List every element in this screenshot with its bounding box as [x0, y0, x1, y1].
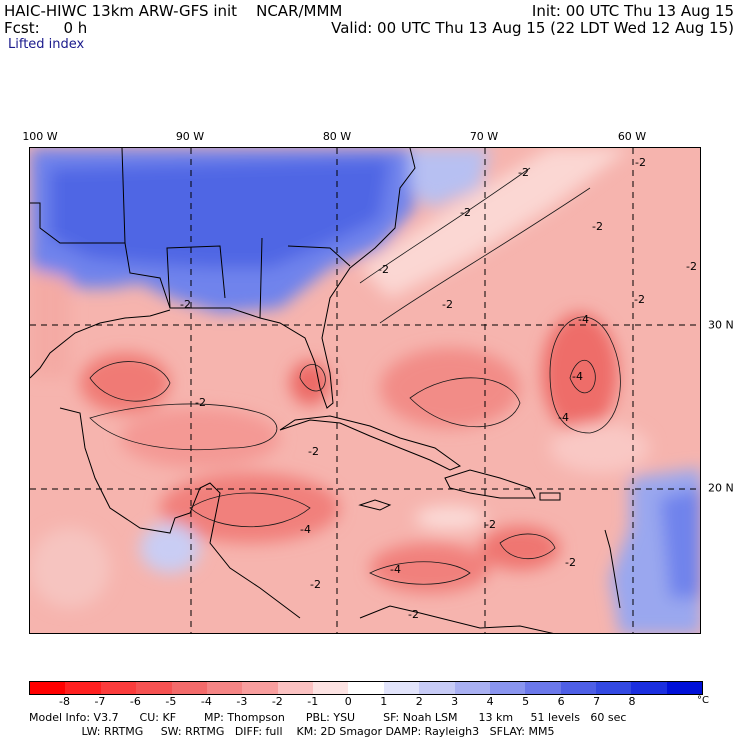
colorbar-swatch [171, 682, 207, 694]
colorbar-swatch [277, 682, 313, 694]
colorbar-swatch [206, 682, 243, 694]
colorbar-tick-label: -4 [200, 695, 212, 708]
contour-label: -4 [572, 370, 583, 383]
lat-label-20n: 20 N [708, 481, 734, 495]
contour-label: -4 [578, 313, 589, 326]
colorbar-tick-label: 6 [557, 695, 565, 708]
contour-label: -2 [485, 518, 496, 531]
colorbar-tick-label: 2 [415, 695, 423, 708]
colorbar-swatch [666, 682, 703, 694]
field-shading [30, 148, 700, 633]
colorbar-tick-label: 1 [380, 695, 388, 708]
lon-label-90w: 90 W [175, 130, 205, 143]
forecast-hour: Fcst: 0 h [4, 19, 88, 37]
colorbar-swatch [454, 682, 490, 694]
colorbar-swatch [136, 682, 172, 694]
colorbar-swatch [419, 682, 455, 694]
colorbar-swatch [383, 682, 420, 694]
colorbar-tick-label: 8 [628, 695, 636, 708]
colorbar-swatch [596, 682, 632, 694]
contour-label: -2 [635, 156, 646, 169]
lat-label-30n: 30 N [708, 318, 734, 332]
model-info-line1: Model Info: V3.7 CU: KF MP: Thompson PBL… [29, 711, 627, 724]
colorbar-tick-label: -6 [129, 695, 141, 708]
lifted-index-map: -2 -2 -2 -2 -2 -2 -2 -2 -2 -4 -4 -4 -2 -… [29, 147, 701, 634]
model-title: HAIC-HIWC 13km ARW-GFS init NCAR/MMM [4, 2, 343, 20]
colorbar-swatch [631, 682, 667, 694]
graticule [30, 148, 700, 633]
lon-label-100w: 100 W [22, 130, 58, 143]
lon-label-80w: 80 W [322, 130, 352, 143]
contour-label: -2 [686, 260, 697, 273]
field-name: Lifted index [8, 37, 85, 52]
contour-label: -2 [592, 220, 603, 233]
model-info-line2: LW: RRTMG SW: RRTMG DIFF: full KM: 2D Sm… [29, 725, 555, 738]
colorbar-swatch [100, 682, 137, 694]
valid-time: Valid: 00 UTC Thu 13 Aug 15 (22 LDT Wed … [331, 19, 734, 37]
contour-label: -4 [390, 563, 401, 576]
contour-label: -4 [558, 411, 569, 424]
colorbar-tick-label: 7 [593, 695, 601, 708]
colorbar-tick-label: -7 [94, 695, 106, 708]
contour-label: -2 [460, 206, 471, 219]
colorbar-swatch [313, 682, 349, 694]
contour-label-group: -2 -2 -2 -2 -2 -2 -2 -2 -2 -4 -4 -4 -2 -… [180, 156, 697, 621]
colorbar-tick-label: 3 [451, 695, 459, 708]
colorbar-tick-label: -2 [271, 695, 283, 708]
contour-label: -4 [300, 523, 311, 536]
colorbar-swatch [65, 682, 101, 694]
colorbar-tick-label: -8 [58, 695, 70, 708]
contour-label: -2 [634, 293, 645, 306]
colorbar-swatch [242, 682, 278, 694]
colorbar-tick-label: -1 [307, 695, 319, 708]
contour-label: -2 [180, 298, 191, 311]
colorbar-swatch [348, 682, 384, 694]
colorbar-swatch [489, 682, 526, 694]
contour-label: -2 [442, 298, 453, 311]
colorbar-swatch [525, 682, 561, 694]
contour-label: -2 [195, 396, 206, 409]
map-canvas: -2 -2 -2 -2 -2 -2 -2 -2 -2 -4 -4 -4 -2 -… [30, 148, 700, 633]
init-time: Init: 00 UTC Thu 13 Aug 15 [531, 2, 734, 20]
contour-label: -2 [408, 608, 419, 621]
colorbar-tick-label: 4 [486, 695, 494, 708]
colorbar-unit: °C [697, 695, 709, 706]
colorbar-tick-label: 5 [522, 695, 530, 708]
colorbar-swatch [30, 682, 66, 694]
coastlines [30, 148, 621, 633]
lon-label-60w: 60 W [617, 130, 647, 143]
colorbar-tick-label: -3 [236, 695, 248, 708]
colorbar-swatch [560, 682, 596, 694]
lon-label-70w: 70 W [469, 130, 499, 143]
colorbar-tick-label: 0 [344, 695, 352, 708]
contour-label: -2 [310, 578, 321, 591]
contour-label: -2 [565, 556, 576, 569]
contour-label: -2 [518, 166, 529, 179]
colorbar-tick-label: -5 [165, 695, 177, 708]
contour-label: -2 [308, 445, 319, 458]
contour-label: -2 [378, 263, 389, 276]
contour-lines [89, 167, 621, 585]
colorbar [29, 681, 703, 695]
